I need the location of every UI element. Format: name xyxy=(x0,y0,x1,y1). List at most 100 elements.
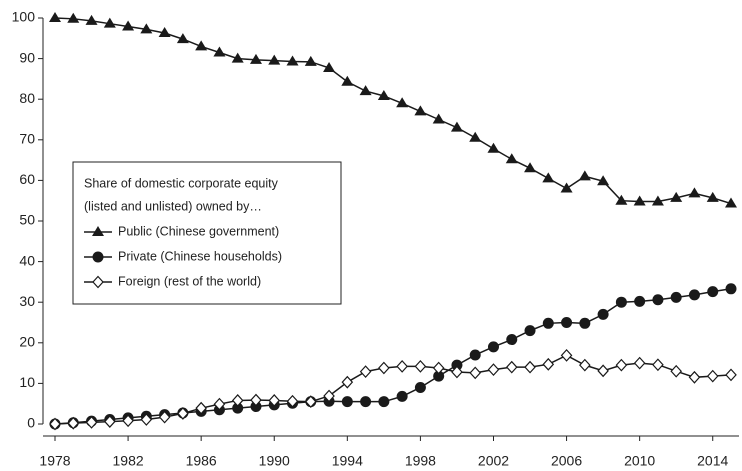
marker xyxy=(250,393,262,407)
marker xyxy=(524,360,536,374)
marker xyxy=(432,113,445,124)
marker xyxy=(615,194,628,205)
marker xyxy=(670,364,682,378)
marker xyxy=(341,75,354,86)
marker xyxy=(506,334,518,346)
y-tick-label: 100 xyxy=(12,9,36,25)
series-line xyxy=(54,354,732,425)
marker xyxy=(177,407,189,420)
x-tick-label: 1986 xyxy=(186,453,217,469)
marker xyxy=(396,390,408,402)
legend-title: (listed and unlisted) owned by… xyxy=(84,199,262,213)
marker xyxy=(487,363,500,376)
marker xyxy=(122,414,134,428)
marker xyxy=(725,283,737,295)
marker xyxy=(706,191,719,202)
marker xyxy=(451,365,463,379)
marker xyxy=(195,40,208,51)
marker xyxy=(652,294,664,306)
marker xyxy=(505,360,518,374)
marker xyxy=(524,162,537,173)
marker xyxy=(670,291,682,303)
y-tick-label: 10 xyxy=(19,374,35,390)
marker xyxy=(92,226,104,236)
marker xyxy=(49,417,61,431)
marker xyxy=(688,187,701,198)
marker xyxy=(487,142,500,153)
x-tick-label: 2006 xyxy=(551,453,582,469)
marker xyxy=(396,97,409,108)
marker xyxy=(451,359,463,371)
marker xyxy=(140,413,153,426)
marker xyxy=(450,121,463,132)
marker xyxy=(597,364,609,378)
marker xyxy=(231,394,244,407)
y-tick-label: 0 xyxy=(27,415,35,431)
marker xyxy=(85,415,98,429)
marker xyxy=(67,416,80,430)
x-tick-label: 2014 xyxy=(697,453,728,469)
marker xyxy=(706,369,719,383)
y-tick-label: 20 xyxy=(19,334,35,350)
legend-title: Share of domestic corporate equity xyxy=(84,176,279,190)
legend-label: Public (Chinese government) xyxy=(118,224,279,238)
marker xyxy=(268,54,281,65)
marker xyxy=(469,349,481,361)
marker xyxy=(195,401,207,415)
marker xyxy=(469,131,482,142)
marker xyxy=(213,397,226,411)
y-tick-label: 50 xyxy=(19,212,35,228)
legend-label: Private (Chinese households) xyxy=(118,249,282,263)
marker xyxy=(725,368,737,382)
marker xyxy=(341,396,353,408)
marker xyxy=(103,17,116,28)
marker xyxy=(359,85,372,96)
marker xyxy=(176,33,189,44)
marker xyxy=(378,396,390,408)
marker xyxy=(578,170,591,181)
marker xyxy=(579,358,591,372)
marker xyxy=(286,55,299,66)
marker xyxy=(396,359,408,373)
x-tick-label: 1978 xyxy=(39,453,70,469)
marker xyxy=(615,358,628,372)
marker xyxy=(377,89,390,100)
marker xyxy=(378,361,390,375)
marker xyxy=(92,275,104,289)
marker xyxy=(414,381,426,393)
marker xyxy=(104,415,116,428)
marker xyxy=(360,396,372,408)
marker xyxy=(633,195,646,206)
marker xyxy=(725,197,737,208)
marker xyxy=(542,357,555,371)
marker xyxy=(67,12,80,23)
marker xyxy=(688,289,700,301)
marker xyxy=(85,14,98,25)
marker xyxy=(597,175,610,186)
marker xyxy=(341,375,354,389)
y-tick-label: 80 xyxy=(19,90,35,106)
marker xyxy=(579,317,591,329)
marker xyxy=(122,20,135,31)
marker xyxy=(250,401,262,413)
x-tick-label: 1994 xyxy=(332,453,363,469)
marker xyxy=(688,370,701,384)
marker xyxy=(49,12,61,22)
marker xyxy=(231,52,244,63)
y-tick-label: 90 xyxy=(19,49,35,65)
marker xyxy=(433,370,445,382)
x-tick-label: 2010 xyxy=(624,453,655,469)
x-tick-label: 1990 xyxy=(259,453,290,469)
marker xyxy=(213,46,226,57)
legend-box xyxy=(72,161,342,305)
marker xyxy=(524,325,536,337)
marker xyxy=(560,348,573,362)
series-line xyxy=(54,288,732,425)
marker xyxy=(140,23,153,34)
y-tick-label: 40 xyxy=(19,252,35,268)
marker xyxy=(304,395,317,409)
marker xyxy=(560,182,573,193)
marker xyxy=(542,317,554,329)
marker xyxy=(561,317,573,328)
